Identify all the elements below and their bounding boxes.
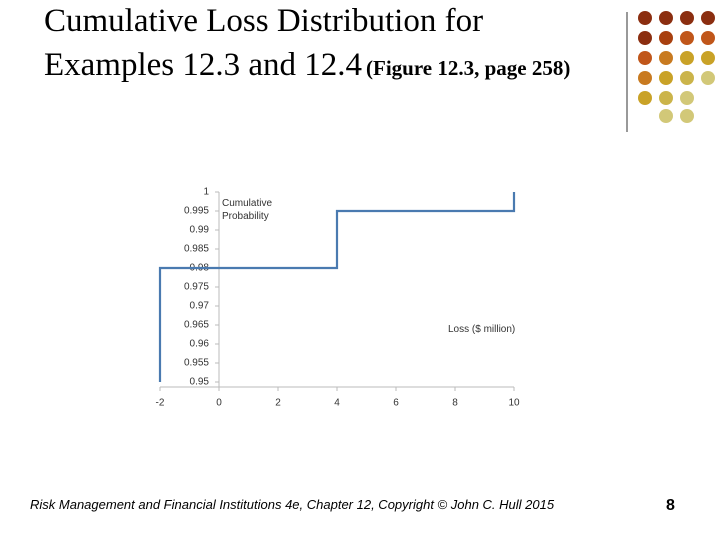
y-tick-label: 0.965 — [184, 320, 209, 331]
y-tick-label: 0.955 — [184, 358, 209, 369]
x-tick-label: 8 — [452, 398, 458, 409]
page-number: 8 — [666, 497, 675, 514]
line — [158, 192, 516, 382]
y-tick-label: 0.96 — [190, 339, 210, 350]
x-axis-label: Loss ($ million) — [448, 324, 516, 335]
y-tick-label: 0.995 — [184, 206, 209, 217]
y-axis-label: Cumulative Probability — [222, 198, 273, 222]
y-tick-label: 0.99 — [190, 225, 210, 236]
y-tick-label: 0.95 — [190, 377, 210, 388]
x-tick-label: 2 — [275, 398, 281, 409]
y-tick-label: 0.97 — [190, 301, 210, 312]
title: Cumulative Loss Distribution for Example… — [44, 3, 484, 83]
slide-title: Cumulative Loss Distribution for Example… — [44, 2, 614, 90]
decor-dots — [638, 11, 715, 123]
x-tick-label: 4 — [334, 398, 340, 409]
x-tick-label: -2 — [156, 398, 165, 409]
subtitle: (Figure 12.3, page 258) — [366, 56, 571, 80]
y-tick-label: 1 — [203, 187, 209, 198]
x-tick-label: 6 — [393, 398, 399, 409]
y-tick-label: 0.985 — [184, 244, 209, 255]
footer: Risk Management and Financial Institutio… — [30, 497, 555, 512]
x-tick-label: 10 — [508, 398, 520, 409]
y-tick-label: 0.975 — [184, 282, 209, 293]
x-tick-label: 0 — [216, 398, 222, 409]
